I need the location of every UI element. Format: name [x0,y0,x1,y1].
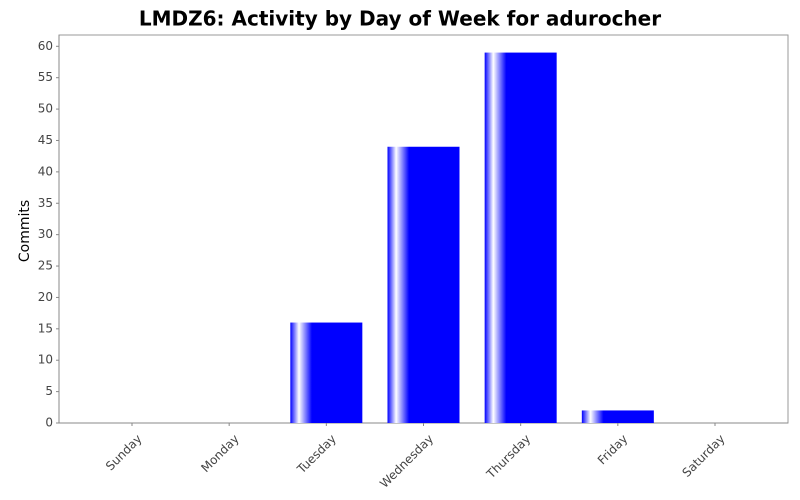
bar [581,410,654,423]
y-tick-label: 25 [38,259,53,273]
y-tick-label: 20 [38,290,53,304]
y-tick-label: 5 [45,384,53,398]
y-tick-label: 45 [38,133,53,147]
y-axis-label: Commits [17,200,33,262]
y-tick-label: 55 [38,70,53,84]
chart-title: LMDZ6: Activity by Day of Week for aduro… [139,7,661,31]
y-tick-label: 0 [45,416,53,430]
bar [290,322,363,423]
y-tick-label: 50 [38,102,53,116]
y-tick-label: 35 [38,196,53,210]
y-tick-label: 40 [38,164,53,178]
bar [387,146,460,424]
bar [484,52,557,424]
y-tick-label: 60 [38,39,53,53]
y-tick-label: 10 [38,353,53,367]
y-tick-label: 30 [38,227,53,241]
y-tick-label: 15 [38,321,53,335]
